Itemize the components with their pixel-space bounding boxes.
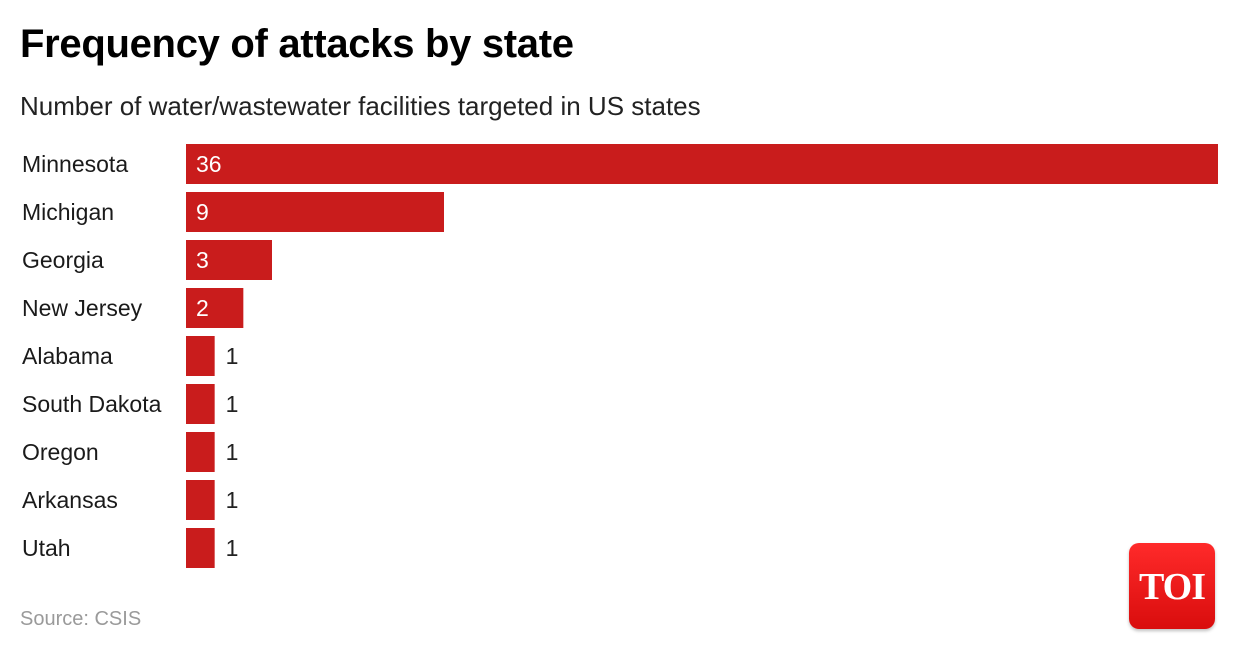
value-label-minnesota: 36 (196, 151, 222, 177)
bar-new-jersey (186, 288, 244, 328)
value-label-utah: 1 (226, 535, 239, 561)
category-label-new-jersey: New Jersey (22, 295, 143, 321)
bar-chart: Minnesota 36 Michigan 9 Georgia 3 New Jersey 2 A… (22, 144, 1218, 568)
chart-title: Frequency of attacks by state (20, 22, 574, 66)
value-label-arkansas: 1 (226, 487, 239, 513)
bar-oregon (186, 432, 215, 472)
bar-utah (186, 528, 215, 568)
category-label-minnesota: Minnesota (22, 151, 128, 177)
bar-alabama (186, 336, 215, 376)
category-label-alabama: Alabama (22, 343, 113, 369)
value-label-georgia: 3 (196, 247, 209, 273)
bar-arkansas (186, 480, 215, 520)
value-label-alabama: 1 (226, 343, 239, 369)
source-note: Source: CSIS (20, 608, 142, 630)
category-label-utah: Utah (22, 535, 71, 561)
value-label-oregon: 1 (226, 439, 239, 465)
category-label-oregon: Oregon (22, 439, 99, 465)
value-label-new-jersey: 2 (196, 295, 209, 321)
bar-south-dakota (186, 384, 215, 424)
bar-georgia (186, 240, 272, 280)
category-label-michigan: Michigan (22, 199, 114, 225)
toi-logo: TOI (1129, 543, 1215, 629)
bar-michigan (186, 192, 444, 232)
category-label-south-dakota: South Dakota (22, 391, 162, 417)
chart-subtitle: Number of water/wastewater facilities ta… (20, 91, 701, 121)
logo-text: TOI (1138, 566, 1206, 608)
category-label-georgia: Georgia (22, 247, 104, 273)
value-label-south-dakota: 1 (226, 391, 239, 417)
value-label-michigan: 9 (196, 199, 209, 225)
bar-minnesota (186, 144, 1218, 184)
category-label-arkansas: Arkansas (22, 487, 118, 513)
